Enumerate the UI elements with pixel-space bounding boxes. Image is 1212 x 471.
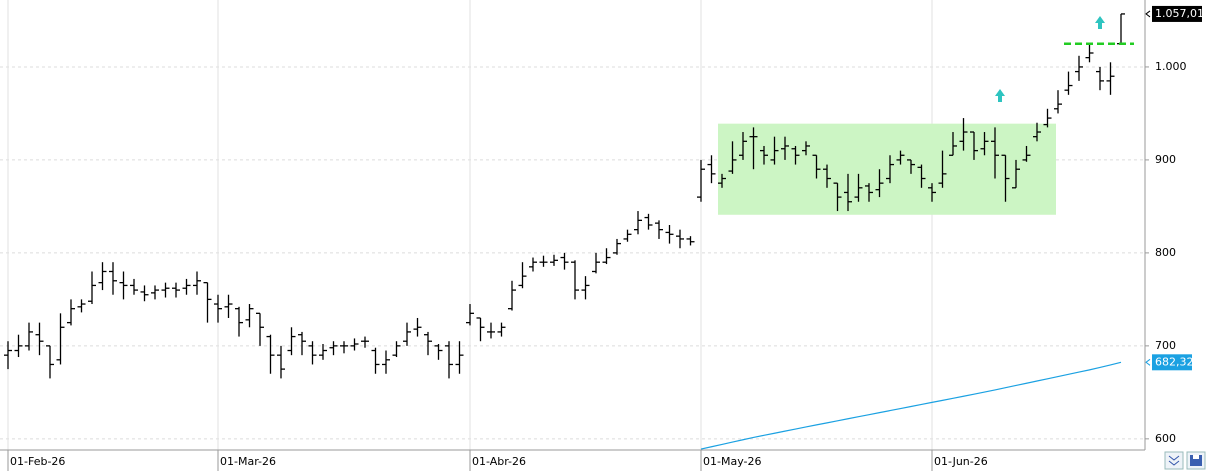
signal-arrow [995,89,1005,102]
ma-label-pointer [1145,358,1151,366]
save-icon-detail [1193,455,1199,459]
y-tick-label: 800 [1155,246,1176,259]
ma-label-box [1152,354,1192,371]
y-tick-label: 600 [1155,432,1176,445]
grid-layer: 600 700 800 900 1.000 01-Feb-26 01-Mar-26 01-Ab… [0,0,1187,471]
y-tick-label: 700 [1155,339,1176,352]
x-tick-label: 01-Abr-26 [472,455,526,468]
last-price-label: 1.057,01 [1155,7,1204,20]
x-tick-label: 01-Mar-26 [220,455,276,468]
top-layer: 1.057,01 682,32 [700,5,1204,450]
x-tick-label: 01-May-26 [703,455,761,468]
y-tick-label: 1.000 [1155,60,1187,73]
bars-layer [4,13,1125,379]
y-tick-label: 900 [1155,153,1176,166]
x-tick-label: 01-Jun-26 [934,455,988,468]
signal-arrow [1095,16,1105,29]
last-price-pointer [1145,10,1151,18]
moving-average-line [700,361,1122,450]
x-tick-label: 01-Feb-26 [10,455,65,468]
ma-label: 682,32 [1155,355,1194,368]
last-price-box [1152,5,1202,22]
save-icon [1190,455,1202,466]
scroll-icon [1168,455,1180,466]
